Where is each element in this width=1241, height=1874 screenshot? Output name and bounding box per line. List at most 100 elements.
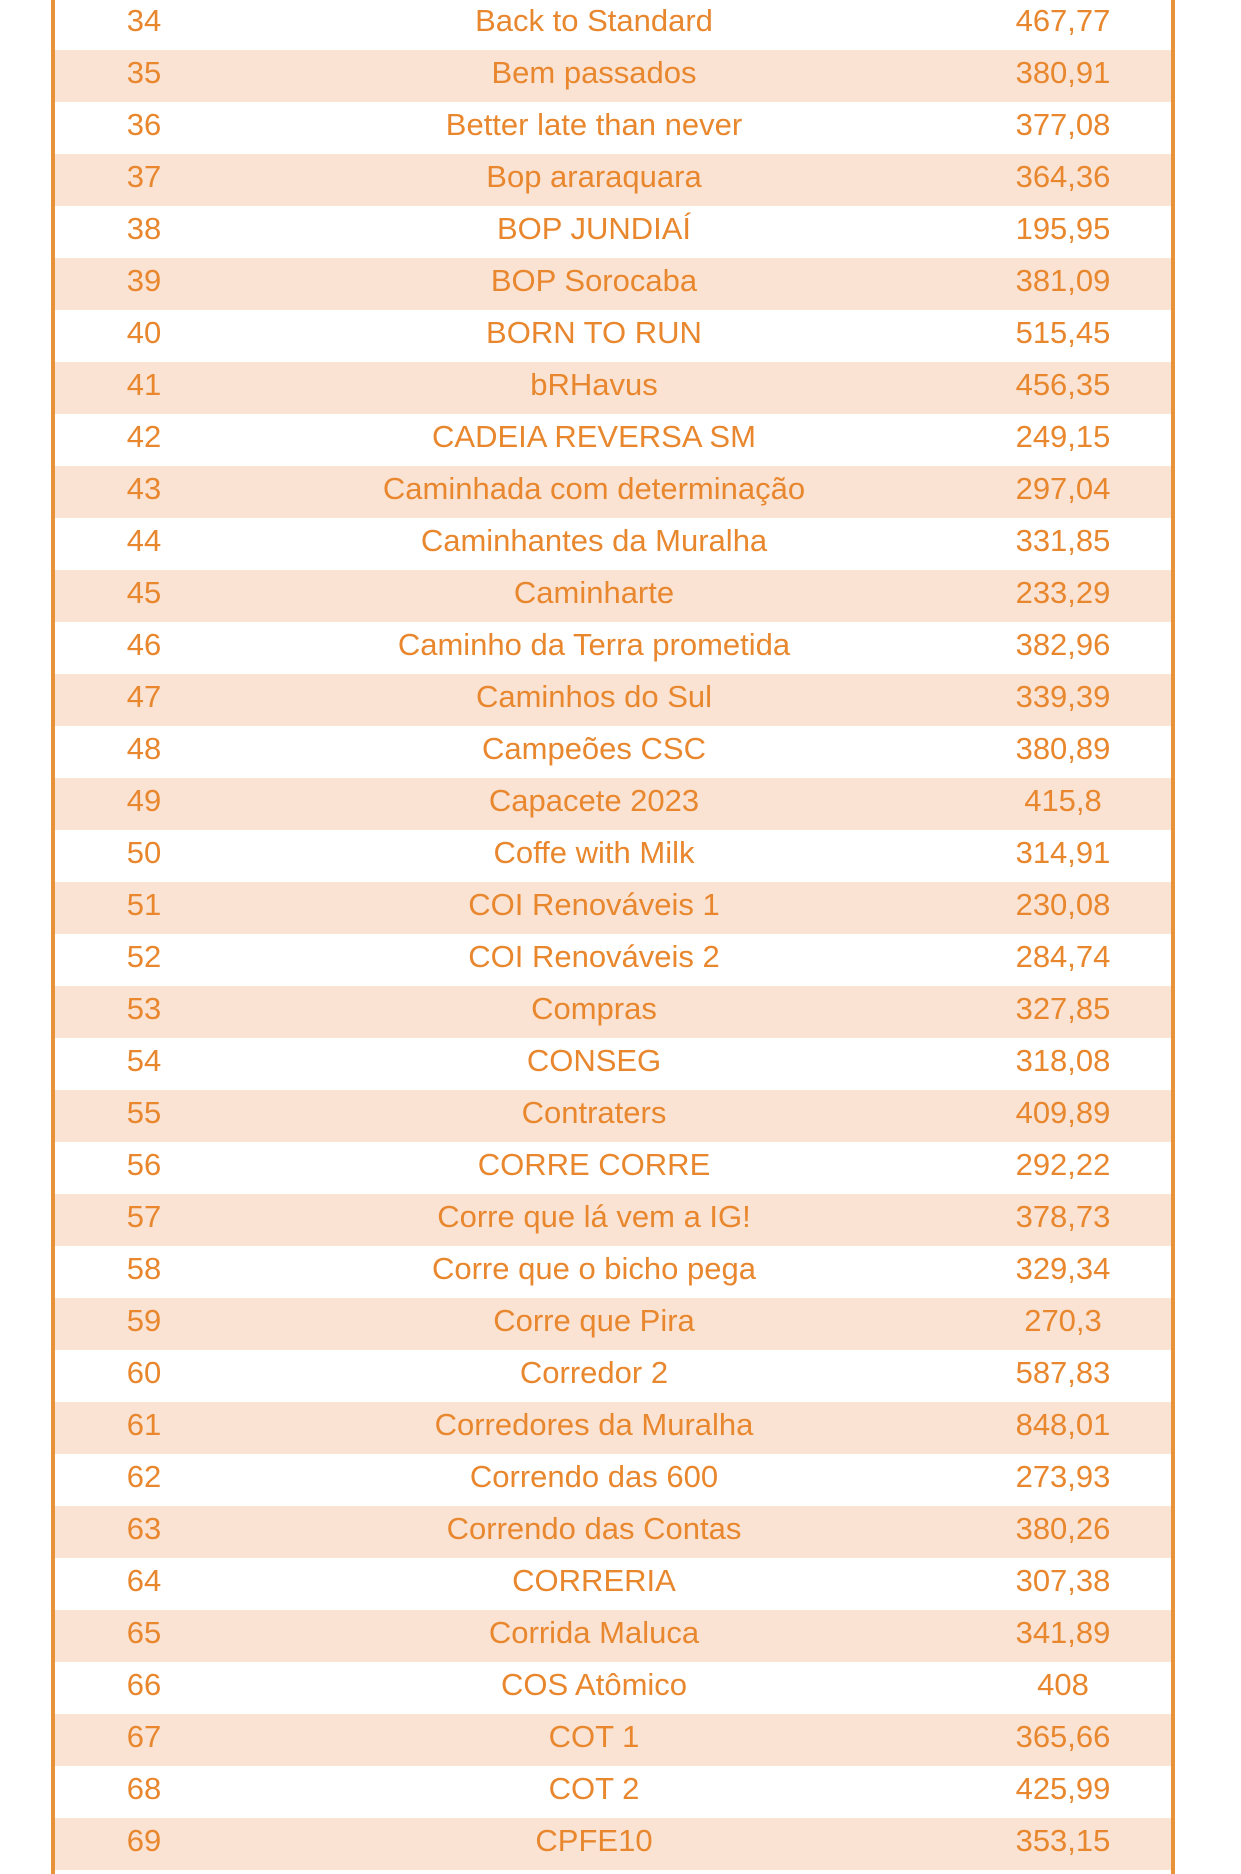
team-name-cell: Bop araraquara xyxy=(486,159,702,194)
rank-cell: 38 xyxy=(126,211,162,246)
score-cell: 380,91 xyxy=(1015,55,1111,90)
rank-cell: 68 xyxy=(126,1771,162,1806)
score-cell: 456,35 xyxy=(1015,367,1111,402)
table-row: 54 CONSEG 318,08 xyxy=(55,1038,1171,1090)
rank-cell: 40 xyxy=(126,315,162,350)
table-row: 60 Corredor 2 587,83 xyxy=(55,1350,1171,1402)
rank-cell: 61 xyxy=(126,1407,162,1442)
table-row: 53 Compras 327,85 xyxy=(55,986,1171,1038)
team-name-cell: Corre que Pira xyxy=(493,1303,695,1338)
score-cell: 270,3 xyxy=(1024,1303,1102,1338)
score-cell: 307,38 xyxy=(1015,1563,1111,1598)
score-cell: 284,74 xyxy=(1015,939,1111,974)
score-cell: 378,73 xyxy=(1015,1199,1111,1234)
team-name-cell: Contraters xyxy=(521,1095,667,1130)
score-cell: 515,45 xyxy=(1015,315,1111,350)
table-row: 35 Bem passados 380,91 xyxy=(55,50,1171,102)
table-row: 46 Caminho da Terra prometida 382,96 xyxy=(55,622,1171,674)
team-name-cell: BORN TO RUN xyxy=(486,315,702,350)
score-cell: 380,89 xyxy=(1015,731,1111,766)
table-row: 52 COI Renováveis 2 284,74 xyxy=(55,934,1171,986)
rank-cell: 51 xyxy=(126,887,162,922)
table-row: 47 Caminhos do Sul 339,39 xyxy=(55,674,1171,726)
score-cell: 467,77 xyxy=(1015,3,1111,38)
team-name-cell: Correndo das 600 xyxy=(469,1459,719,1494)
team-name-cell: Corredores da Muralha xyxy=(434,1407,754,1442)
table-row: 44 Caminhantes da Muralha 331,85 xyxy=(55,518,1171,570)
score-cell: 339,39 xyxy=(1015,679,1111,714)
team-name-cell: BOP JUNDIAÍ xyxy=(496,211,692,246)
table-row: 42 CADEIA REVERSA SM 249,15 xyxy=(55,414,1171,466)
table-row: 41 bRHavus 456,35 xyxy=(55,362,1171,414)
table-row: 34 Back to Standard 467,77 xyxy=(55,0,1171,50)
table-row: 66 COS Atômico 408 xyxy=(55,1662,1171,1714)
rank-cell: 54 xyxy=(126,1043,162,1078)
rank-cell: 69 xyxy=(126,1823,162,1858)
team-name-cell: Caminho da Terra prometida xyxy=(397,627,791,662)
team-name-cell: CADEIA REVERSA SM xyxy=(432,419,756,454)
table-row: 51 COI Renováveis 1 230,08 xyxy=(55,882,1171,934)
team-name-cell: CONSEG xyxy=(526,1043,662,1078)
rank-cell: 57 xyxy=(126,1199,162,1234)
rank-cell: 58 xyxy=(126,1251,162,1286)
table-row: 58 Corre que o bicho pega 329,34 xyxy=(55,1246,1171,1298)
table-row: 55 Contraters 409,89 xyxy=(55,1090,1171,1142)
team-name-cell: Caminharte xyxy=(513,575,675,610)
team-name-cell: COS Atômico xyxy=(500,1667,688,1702)
rank-cell: 50 xyxy=(126,835,162,870)
team-name-cell: Caminhantes da Muralha xyxy=(420,523,768,558)
table-row: 68 COT 2 425,99 xyxy=(55,1766,1171,1818)
rank-cell: 36 xyxy=(126,107,162,142)
score-cell: 408 xyxy=(1037,1667,1089,1702)
score-cell: 380,26 xyxy=(1015,1511,1111,1546)
table-row: 57 Corre que lá vem a IG! 378,73 xyxy=(55,1194,1171,1246)
team-name-cell: Correndo das Contas xyxy=(446,1511,742,1546)
table-row: 49 Capacete 2023 415,8 xyxy=(55,778,1171,830)
score-cell: 415,8 xyxy=(1024,783,1102,818)
table-row: 64 CORRERIA 307,38 xyxy=(55,1558,1171,1610)
team-name-cell: Corredor 2 xyxy=(519,1355,669,1390)
rank-cell: 59 xyxy=(126,1303,162,1338)
score-cell: 353,15 xyxy=(1015,1823,1111,1858)
team-name-cell: CORRE CORRE xyxy=(477,1147,711,1182)
score-cell: 318,08 xyxy=(1015,1043,1111,1078)
rank-cell: 63 xyxy=(126,1511,162,1546)
rank-cell: 44 xyxy=(126,523,162,558)
score-cell: 382,96 xyxy=(1015,627,1111,662)
rank-cell: 42 xyxy=(126,419,162,454)
table-row: 45 Caminharte 233,29 xyxy=(55,570,1171,622)
rank-cell: 53 xyxy=(126,991,162,1026)
team-name-cell: Caminhos do Sul xyxy=(475,679,713,714)
team-name-cell: Back to Standard xyxy=(475,3,713,38)
score-cell: 230,08 xyxy=(1015,887,1111,922)
score-cell: 381,09 xyxy=(1015,263,1111,298)
team-name-cell: Corre que o bicho pega xyxy=(431,1251,756,1286)
score-cell: 233,29 xyxy=(1015,575,1111,610)
score-cell: 848,01 xyxy=(1015,1407,1111,1442)
score-cell: 273,93 xyxy=(1015,1459,1111,1494)
score-cell: 365,66 xyxy=(1015,1719,1111,1754)
team-name-cell: COT 1 xyxy=(548,1719,640,1754)
team-name-cell: Capacete 2023 xyxy=(488,783,700,818)
table-row: 63 Correndo das Contas 380,26 xyxy=(55,1506,1171,1558)
rank-cell: 60 xyxy=(126,1355,162,1390)
rank-cell: 48 xyxy=(126,731,162,766)
rank-cell: 34 xyxy=(126,3,162,38)
rank-cell: 45 xyxy=(126,575,162,610)
rank-cell: 39 xyxy=(126,263,162,298)
team-name-cell: Bem passados xyxy=(491,55,697,90)
team-name-cell: COT 2 xyxy=(548,1771,640,1806)
rank-cell: 47 xyxy=(126,679,162,714)
score-cell: 364,36 xyxy=(1015,159,1111,194)
rank-cell: 62 xyxy=(126,1459,162,1494)
table-row: 65 Corrida Maluca 341,89 xyxy=(55,1610,1171,1662)
table-row: 67 COT 1 365,66 xyxy=(55,1714,1171,1766)
table-row: 37 Bop araraquara 364,36 xyxy=(55,154,1171,206)
rank-cell: 55 xyxy=(126,1095,162,1130)
team-name-cell: Caminhada com determinação xyxy=(382,471,806,506)
rank-cell: 64 xyxy=(126,1563,162,1598)
rank-cell: 56 xyxy=(126,1147,162,1182)
table-row: 69 CPFE10 353,15 xyxy=(55,1818,1171,1870)
score-cell: 331,85 xyxy=(1015,523,1111,558)
score-cell: 425,99 xyxy=(1015,1771,1111,1806)
